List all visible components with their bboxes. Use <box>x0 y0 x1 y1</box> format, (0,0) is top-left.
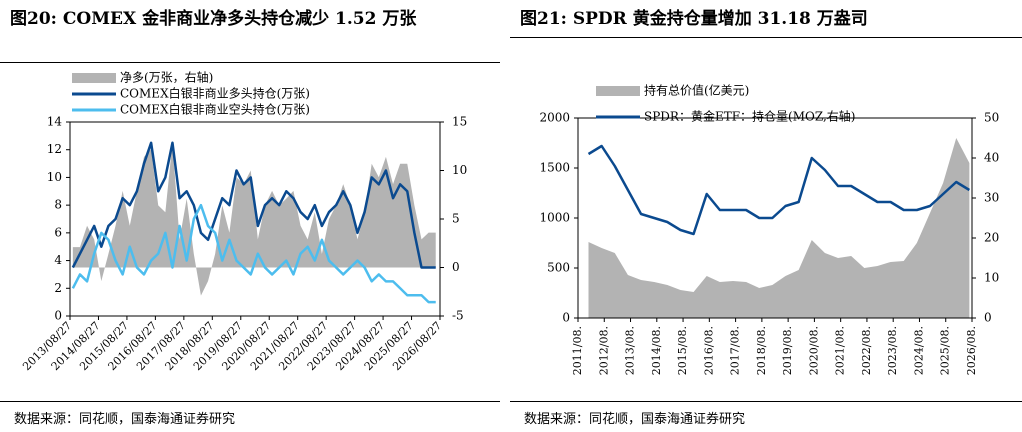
x-tick-label: 2019/08. <box>781 326 794 375</box>
y2-tick-label: -5 <box>452 309 464 323</box>
y-tick-label: 6 <box>54 225 62 239</box>
y2-tick-label: 50 <box>984 111 999 125</box>
legend-label: 净多(万张，右轴) <box>120 70 213 85</box>
y2-tick-label: 15 <box>452 115 467 129</box>
y2-tick-label: 5 <box>452 212 460 226</box>
x-tick-label: 2012/08. <box>597 326 610 375</box>
x-tick-label: 2016/08. <box>702 326 715 375</box>
x-tick-label: 2025/08. <box>939 326 952 375</box>
x-tick-label: 2020/08. <box>807 326 820 375</box>
area-series <box>72 142 436 296</box>
source-note: 数据来源：同花顺，国泰海通证券研究 <box>14 412 236 427</box>
y-tick-label: 4 <box>54 253 62 267</box>
y-tick-label: 10 <box>47 170 62 184</box>
x-tick-label: 2013/08. <box>624 326 637 375</box>
legend-label: COMEX白银非商业空头持仓(万张) <box>120 102 310 117</box>
x-tick-label: 2018/08. <box>755 326 768 375</box>
title-rule <box>0 62 500 63</box>
y-tick-label: 1000 <box>539 211 570 225</box>
line-series <box>71 203 436 304</box>
line-series <box>71 141 436 269</box>
chart-title: 图20: COMEX 金非商业净多头持仓减少 1.52 万张 <box>10 9 417 29</box>
x-tick-label: 2021/08. <box>834 326 847 375</box>
x-tick-label: 2015/08. <box>676 326 689 375</box>
x-tick-label: 2017/08. <box>729 326 742 375</box>
y-tick-label: 500 <box>547 261 570 275</box>
y2-tick-label: 10 <box>984 271 999 285</box>
x-tick-label: 2022/08. <box>860 326 873 375</box>
legend-label: SPDR：黄金ETF：持仓量(MOZ,右轴) <box>644 109 855 124</box>
chart: 02468101214-50510152013/08/272014/08/272… <box>20 70 467 374</box>
y-tick-label: 0 <box>562 311 570 325</box>
title-rule <box>510 37 1022 38</box>
y2-tick-label: 20 <box>984 231 999 245</box>
y2-tick-label: 40 <box>984 151 999 165</box>
y-tick-label: 14 <box>47 115 63 129</box>
y2-tick-label: 30 <box>984 191 999 205</box>
chart: 0 500 1000 1500 2000 0 10 20 30 40 50 2011/08. 2012/… <box>539 83 999 376</box>
x-tick-label: 2023/08. <box>886 326 899 375</box>
y-tick-label: 2000 <box>539 111 570 125</box>
legend-swatch <box>72 73 116 83</box>
x-tick-label: 2011/08. <box>571 326 584 375</box>
x-tick-label: 2024/08. <box>912 326 925 375</box>
source-rule <box>510 401 1022 402</box>
area-series <box>588 138 970 318</box>
y-tick-label: 12 <box>47 142 62 156</box>
y2-tick-label: 10 <box>452 163 467 177</box>
panel-right: 图21: SPDR 黄金持仓量增加 31.18 万盎司 0 500 1000 1500… <box>510 0 1022 432</box>
panel-left: 图20: COMEX 金非商业净多头持仓减少 1.52 万张 0 2 4 6 8 10 12… <box>0 0 500 432</box>
y2-tick-label: 0 <box>452 260 460 274</box>
y-tick-label: 0 <box>54 309 62 323</box>
line-series <box>587 144 971 236</box>
source-note: 数据来源：同花顺，国泰海通证券研究 <box>524 412 746 427</box>
x-tick-label: 2014/08. <box>650 326 663 375</box>
y-tick-label: 1500 <box>539 161 570 175</box>
legend-label: 持有总价值(亿美元) <box>644 83 749 98</box>
legend-label: COMEX白银非商业多头持仓(万张) <box>120 86 310 101</box>
y-tick-label: 2 <box>54 281 62 295</box>
source-rule <box>0 401 500 402</box>
chart-title: 图21: SPDR 黄金持仓量增加 31.18 万盎司 <box>520 9 868 29</box>
y-tick-label: 8 <box>54 198 62 212</box>
x-tick-label: 2026/08. <box>965 326 978 375</box>
legend-swatch <box>596 86 640 96</box>
y2-tick-label: 0 <box>984 311 992 325</box>
